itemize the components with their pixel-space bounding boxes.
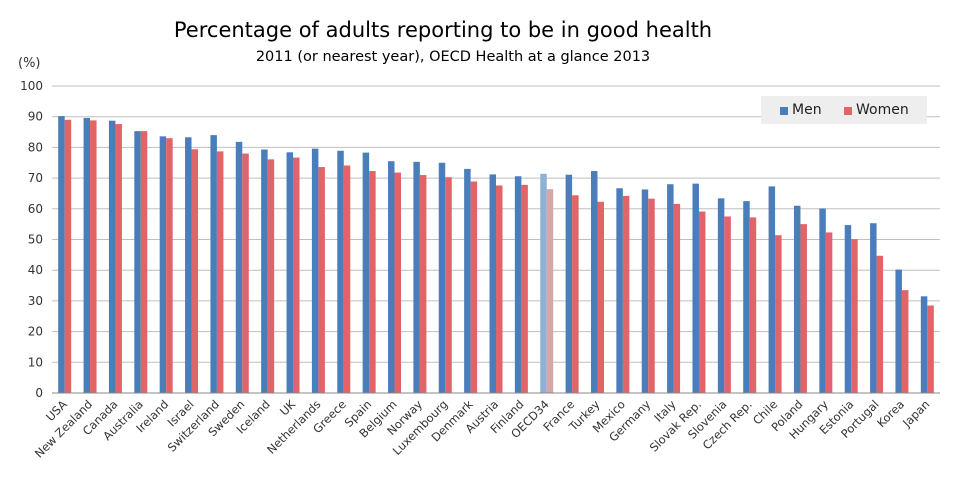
bars (58, 116, 934, 394)
x-tick-label: Japan (899, 397, 932, 430)
y-tick-label: 80 (28, 140, 43, 154)
bar-women (343, 165, 351, 393)
bar-women (293, 157, 300, 393)
legend-swatch-men (780, 107, 788, 115)
bar-women (115, 124, 122, 394)
bar-women (470, 181, 478, 393)
bar-men (819, 208, 826, 393)
bar-men (514, 176, 522, 393)
bar-women (901, 290, 909, 393)
bar-men (413, 161, 420, 393)
bar-women (698, 211, 706, 393)
legend: Men Women (761, 96, 927, 124)
bar-men (159, 136, 167, 393)
bar-men (286, 152, 294, 393)
bar-men (616, 188, 623, 393)
bar-men (870, 223, 877, 393)
chart-subtitle: 2011 (or nearest year), OECD Health at a… (255, 49, 651, 65)
bar-women (140, 131, 148, 393)
bar-men (920, 296, 928, 393)
bar-women (800, 224, 807, 393)
bar-men (844, 225, 852, 393)
y-tick-label: 100 (20, 79, 43, 93)
bar-men (83, 117, 91, 393)
bar-women (394, 172, 402, 393)
bar-men (464, 168, 471, 393)
y-tick-label: 20 (28, 325, 43, 339)
bar-women (673, 203, 681, 393)
y-axis-unit-label: (%) (18, 56, 41, 71)
bar-men (590, 171, 598, 393)
bar-women (775, 235, 782, 393)
y-tick-label: 60 (28, 202, 43, 216)
bar-women (724, 216, 731, 393)
bar-men (667, 184, 674, 393)
bar-men (235, 141, 243, 393)
bar-women (90, 120, 97, 393)
bar-women (419, 175, 427, 393)
bar-men (895, 269, 902, 393)
bar-men (438, 162, 446, 393)
bar-women (242, 153, 249, 393)
bar-women (191, 149, 199, 393)
bar-men (717, 198, 725, 393)
bar-women (851, 239, 858, 393)
bar-men (58, 116, 65, 393)
bar-women (166, 138, 173, 393)
y-tick-label: 50 (28, 233, 43, 247)
bar-men (489, 174, 496, 393)
bar-women (369, 171, 376, 393)
y-axis-ticks: 0 10 20 30 40 50 60 70 80 90 100 (20, 79, 43, 400)
bar-women (445, 177, 452, 393)
legend-label-men: Men (792, 102, 822, 118)
bar-women (597, 201, 604, 393)
y-tick-label: 70 (28, 171, 43, 185)
bar-men (565, 174, 573, 393)
y-tick-label: 40 (28, 263, 43, 277)
bar-women (521, 184, 528, 393)
bar-women (496, 185, 503, 393)
bar-women (749, 217, 757, 393)
legend-label-women: Women (856, 102, 909, 118)
bar-men (185, 137, 192, 393)
bar-men (210, 135, 217, 393)
bar-men (641, 189, 649, 393)
bar-women (267, 159, 275, 393)
bar-women (622, 195, 630, 393)
bar-men (261, 149, 268, 393)
bar-men (311, 148, 319, 393)
x-tick-label: Korea (874, 397, 907, 430)
bar-women (318, 167, 325, 393)
bar-men (692, 183, 699, 393)
bar-women (876, 255, 884, 393)
bar-men (540, 173, 547, 393)
bar-men (362, 152, 370, 393)
bar-women (825, 232, 833, 393)
bar-men (134, 131, 141, 393)
y-tick-label: 0 (35, 386, 43, 400)
y-tick-label: 10 (28, 355, 43, 369)
bar-women (64, 119, 72, 394)
y-tick-label: 90 (28, 110, 43, 124)
legend-swatch-women (844, 107, 852, 115)
bar-men (768, 186, 776, 393)
bar-men (108, 120, 116, 393)
bar-men (337, 150, 344, 393)
y-tick-label: 30 (28, 294, 43, 308)
bar-men (388, 161, 395, 393)
bar-women (216, 151, 224, 393)
bar-women (648, 198, 655, 393)
chart-title: Percentage of adults reporting to be in … (173, 18, 713, 42)
bar-women (546, 189, 554, 393)
bar-men (743, 201, 750, 393)
bar-women (927, 305, 934, 393)
bar-men (793, 205, 801, 393)
bar-women (572, 195, 579, 393)
